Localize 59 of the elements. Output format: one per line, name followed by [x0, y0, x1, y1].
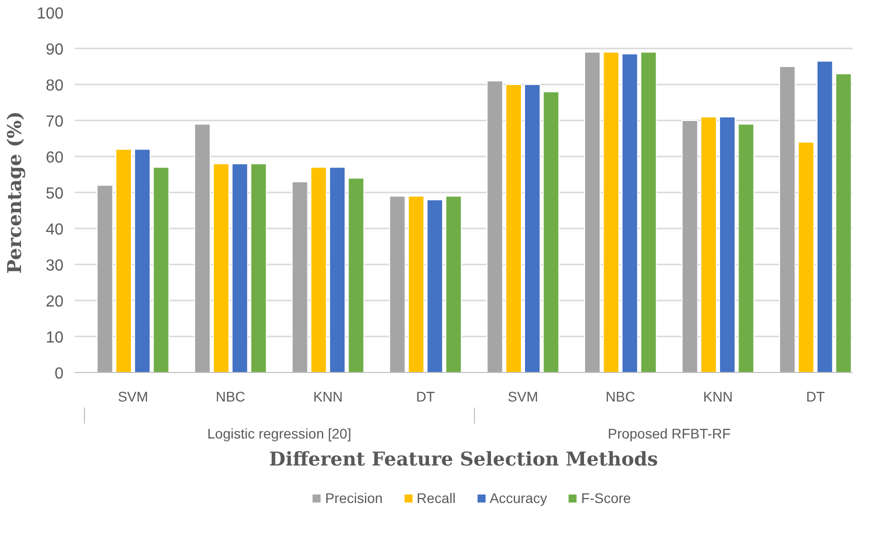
bar [622, 53, 638, 372]
bar [798, 142, 814, 372]
y-tick-label: 20 [46, 294, 64, 310]
y-tick-label: 80 [46, 78, 64, 94]
y-tick-label: 40 [46, 222, 64, 238]
x-tick-label: NBC [606, 388, 636, 404]
bar [486, 80, 504, 372]
bar [640, 52, 657, 372]
bar [152, 166, 170, 372]
bar [602, 52, 620, 372]
bar [542, 91, 560, 372]
legend-label: Precision [325, 490, 383, 506]
y-tick-label: 60 [46, 150, 64, 166]
bar [835, 73, 852, 372]
bar [426, 199, 444, 372]
y-tick-label: 70 [46, 114, 64, 130]
legend-label: F-Score [581, 490, 631, 506]
bar [408, 196, 424, 372]
y-tick-label: 50 [46, 186, 64, 202]
bar [505, 84, 522, 372]
y-tick-label: 90 [46, 42, 64, 58]
bar [292, 181, 308, 372]
bar [816, 60, 834, 372]
bar [700, 116, 717, 372]
bar [115, 148, 132, 372]
bar [738, 124, 754, 372]
bar [250, 163, 267, 372]
bar [389, 196, 406, 372]
bar [348, 178, 364, 372]
bar [445, 196, 462, 372]
x-tick-label: NBC [216, 388, 246, 404]
y-tick-label: 100 [36, 6, 64, 22]
bar [96, 184, 114, 372]
y-tick-label: 10 [46, 330, 64, 346]
bar [682, 120, 698, 372]
x-tick-label: DT [416, 388, 436, 404]
x-tick-label: DT [806, 388, 826, 404]
y-axis-title: Percentage (%) [4, 111, 26, 274]
x-tick-label: SVM [118, 388, 148, 404]
y-tick-label: 0 [54, 366, 64, 382]
legend-label: Recall [416, 490, 456, 506]
bar [310, 166, 327, 372]
x-tick-label: KNN [703, 388, 733, 404]
bar [584, 52, 601, 372]
bar [134, 148, 151, 372]
bar [719, 116, 736, 372]
bar [232, 163, 248, 372]
x-tick-label: SVM [508, 388, 538, 404]
x-tick-label: KNN [313, 388, 343, 404]
bar [779, 66, 796, 372]
text: Proposed RFBT-RF [608, 426, 731, 442]
y-tick-label: 30 [46, 258, 64, 274]
legend-label: Accuracy [490, 490, 548, 506]
text: Logistic regression [20] [207, 426, 352, 442]
bar [212, 163, 230, 372]
bar [524, 84, 541, 372]
bar [194, 124, 211, 372]
x-axis-title: Different Feature Selection Methods [269, 448, 658, 470]
bar [329, 166, 346, 372]
